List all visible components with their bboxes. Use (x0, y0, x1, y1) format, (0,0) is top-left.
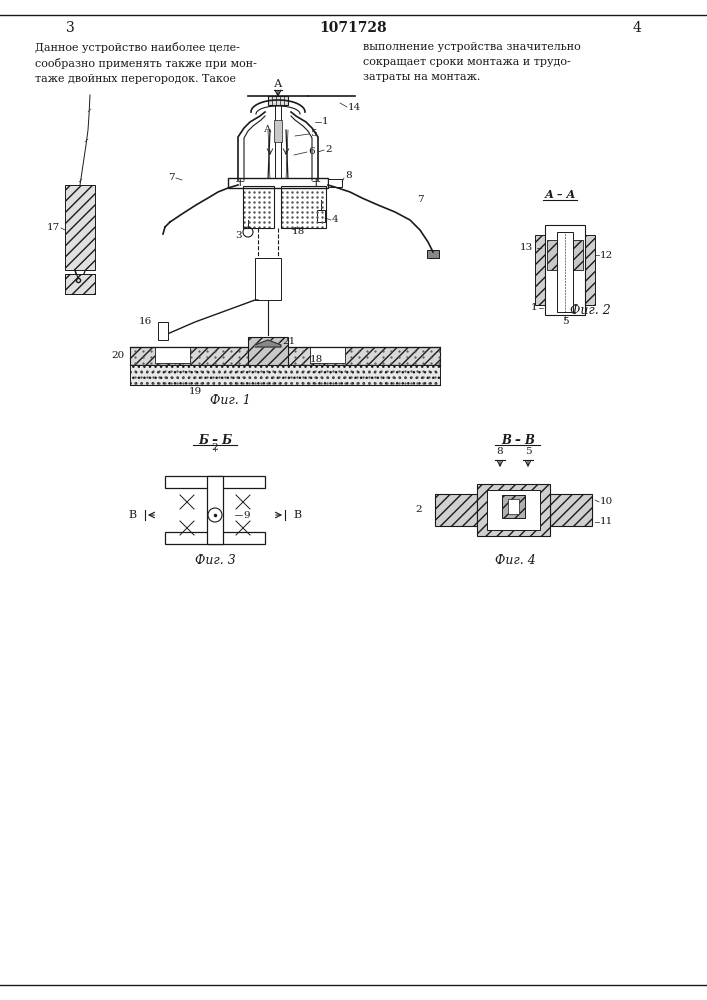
Bar (165, 532, 265, 544)
Text: А – А: А – А (544, 190, 575, 200)
Bar (65, 274, 95, 294)
Text: Фиг. 1: Фиг. 1 (209, 393, 250, 406)
Bar (248, 337, 288, 365)
Text: 8: 8 (497, 448, 503, 456)
Text: 1: 1 (530, 304, 537, 312)
Bar (130, 347, 440, 365)
Text: 4: 4 (332, 216, 339, 225)
Bar (65, 185, 95, 270)
Text: Фиг. 4: Фиг. 4 (495, 554, 535, 566)
Bar (317, 210, 325, 222)
Bar (281, 186, 326, 228)
Text: +: + (235, 176, 245, 188)
Text: В: В (129, 510, 137, 520)
Bar (550, 494, 592, 526)
Bar (328, 179, 342, 187)
Text: 3: 3 (235, 231, 242, 239)
Text: 19: 19 (188, 387, 201, 396)
Text: 9: 9 (243, 510, 250, 520)
Text: 2: 2 (325, 145, 332, 154)
Bar (228, 178, 328, 188)
Bar (274, 120, 282, 142)
Text: выполнение устройства значительно
сокращает сроки монтажа и трудо-
затраты на мо: выполнение устройства значительно сокращ… (363, 42, 580, 82)
Text: 6: 6 (308, 147, 315, 156)
Bar (268, 96, 288, 105)
Text: 17: 17 (47, 224, 60, 232)
Bar (130, 365, 440, 385)
Text: +: + (310, 176, 321, 188)
Bar (158, 322, 168, 340)
Text: 8: 8 (345, 172, 351, 180)
Text: 20: 20 (112, 352, 125, 360)
Bar (238, 112, 244, 180)
Text: 5: 5 (561, 318, 568, 326)
Text: 12: 12 (600, 250, 613, 259)
Bar (557, 232, 573, 312)
Text: 2: 2 (416, 506, 422, 514)
Bar (65, 274, 95, 294)
Text: 18: 18 (310, 356, 323, 364)
Bar (502, 495, 525, 518)
Text: Фиг. 2: Фиг. 2 (570, 304, 611, 316)
Text: 5: 5 (310, 129, 317, 138)
Bar (312, 112, 318, 180)
Text: 16: 16 (139, 318, 152, 326)
Bar (207, 476, 223, 544)
Text: 3: 3 (66, 21, 74, 35)
Bar (310, 347, 345, 363)
Circle shape (208, 508, 222, 522)
Text: 11: 11 (600, 518, 613, 526)
Text: В: В (293, 510, 301, 520)
Bar (487, 490, 540, 530)
Polygon shape (255, 340, 281, 347)
Text: 18: 18 (291, 227, 305, 235)
Bar (255, 258, 281, 300)
Text: 13: 13 (520, 243, 533, 252)
Bar (569, 240, 583, 270)
Text: 5: 5 (525, 448, 532, 456)
Text: 4: 4 (633, 21, 641, 35)
Bar (579, 235, 595, 305)
Bar (155, 347, 190, 363)
Bar (477, 484, 550, 536)
Bar (243, 186, 274, 228)
Bar (508, 499, 519, 514)
Text: А: А (274, 79, 282, 89)
Bar (547, 240, 561, 270)
Text: 7: 7 (417, 196, 423, 205)
Bar (165, 476, 265, 488)
Text: В – В: В – В (501, 434, 535, 446)
Bar (427, 250, 439, 258)
Text: Данное устройство наиболее целе-
сообразно применять также при мон-
таже двойных: Данное устройство наиболее целе- сообраз… (35, 42, 257, 84)
Text: 10: 10 (600, 497, 613, 506)
Text: Фиг. 3: Фиг. 3 (194, 554, 235, 566)
Bar (535, 235, 551, 305)
Text: Б – Б: Б – Б (198, 434, 232, 446)
Text: 21: 21 (282, 338, 296, 347)
Bar (435, 494, 477, 526)
Text: 14: 14 (348, 103, 361, 111)
Text: 7: 7 (168, 172, 175, 182)
Text: 2: 2 (211, 442, 218, 452)
Text: 1071728: 1071728 (319, 21, 387, 35)
Text: А: А (264, 125, 271, 134)
Bar (545, 225, 585, 315)
Text: 1: 1 (322, 117, 329, 126)
